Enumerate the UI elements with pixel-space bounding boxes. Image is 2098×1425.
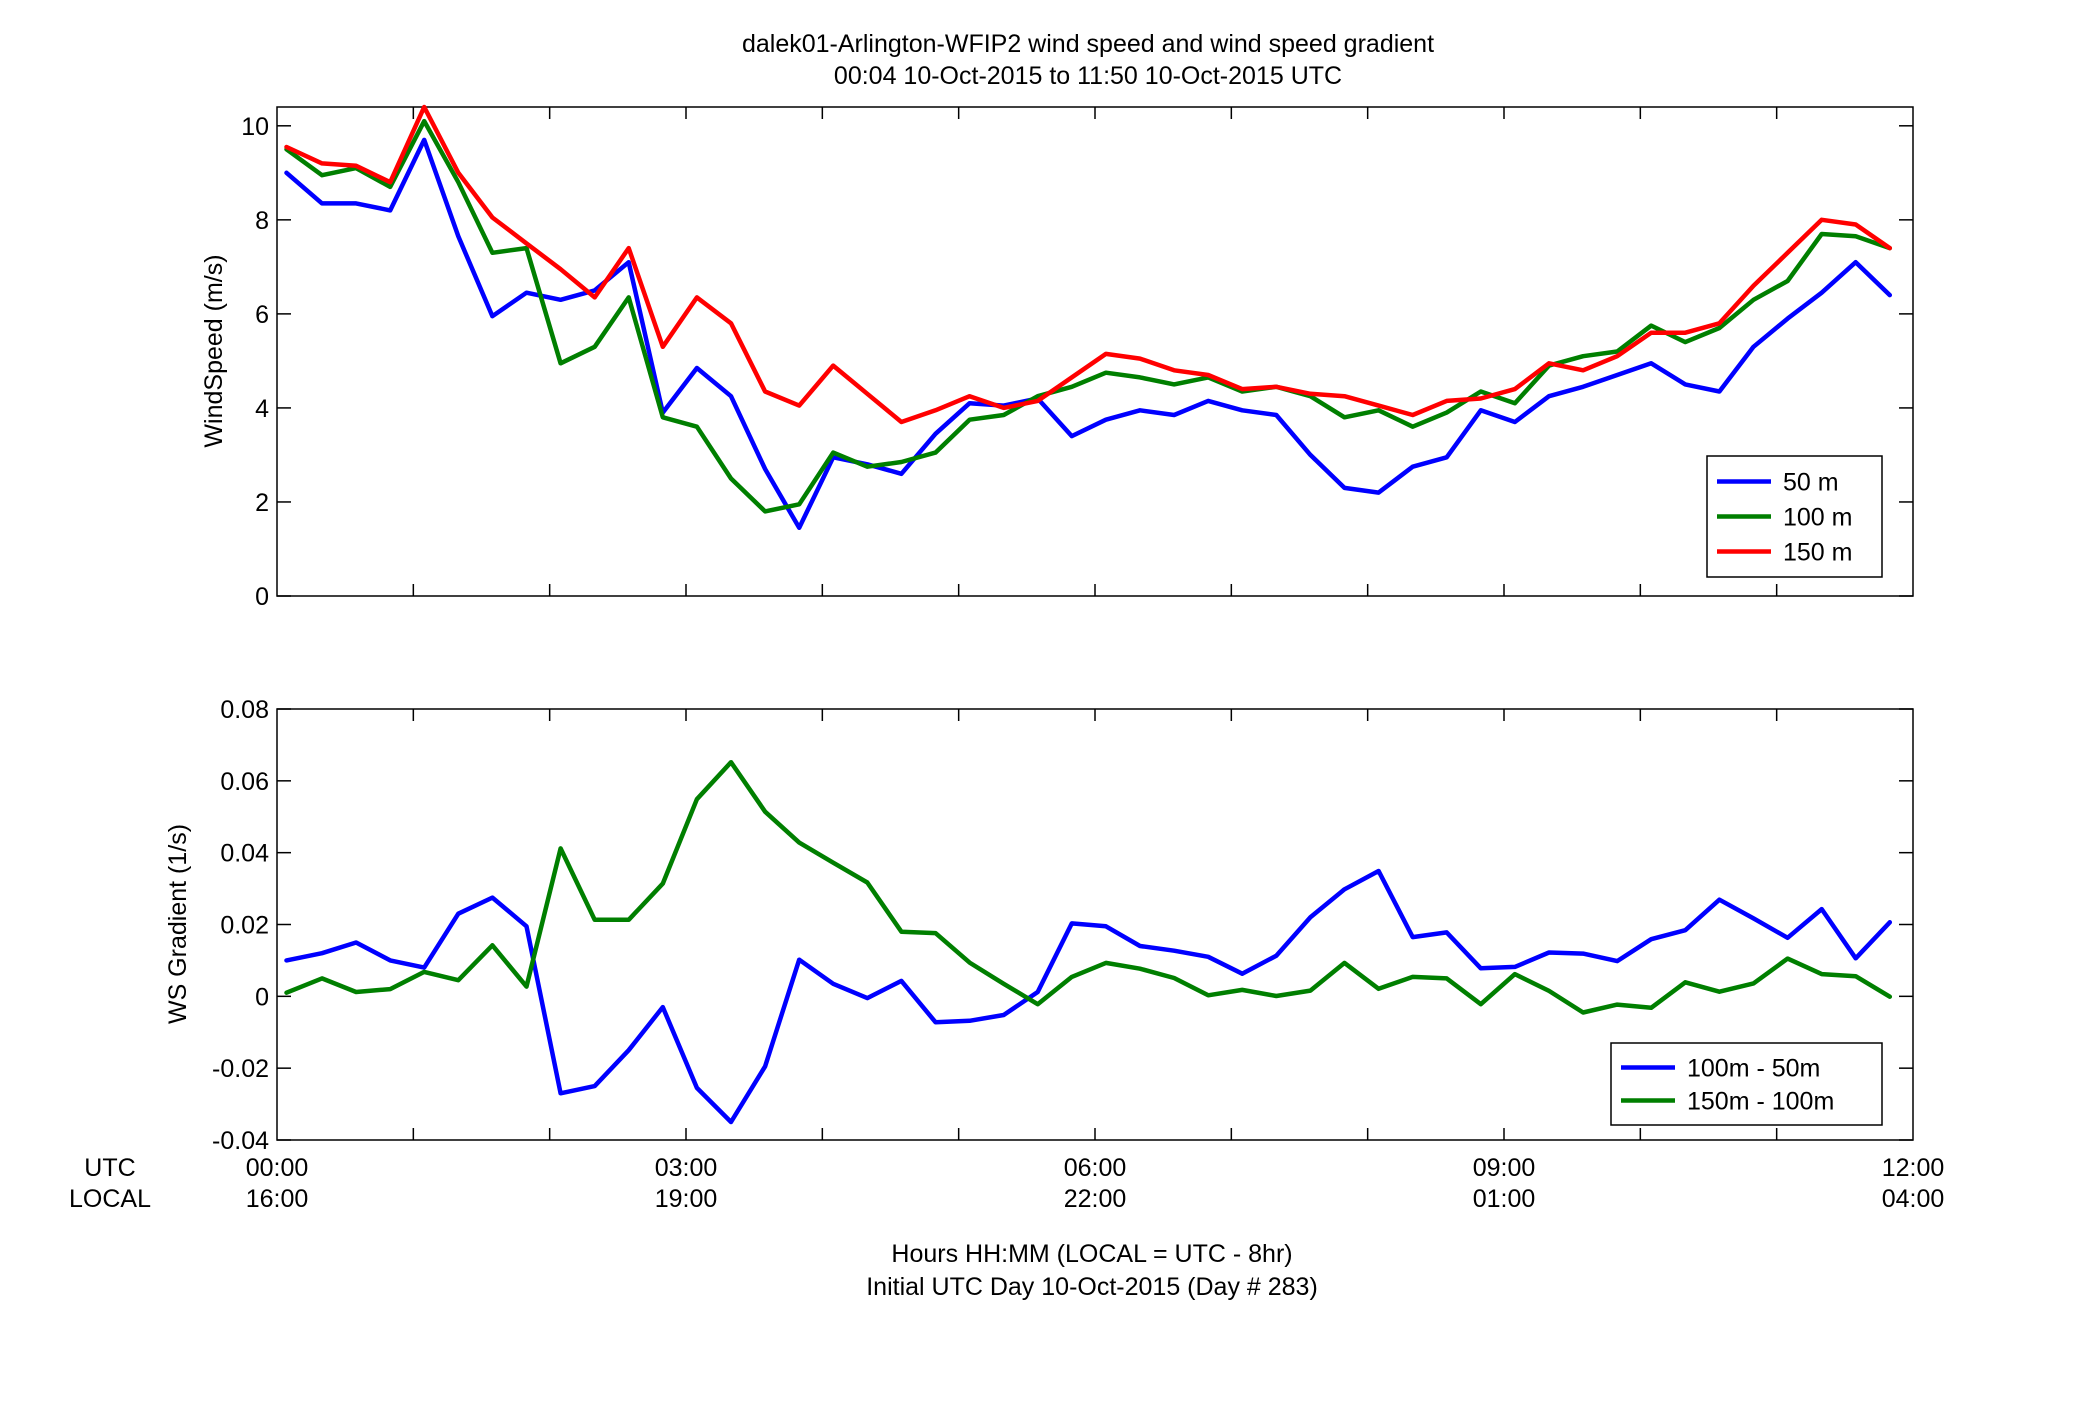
windspeed-y-tick-label: 10 — [241, 113, 269, 141]
windspeed-y-axis-label: WindSpeed (m/s) — [200, 254, 228, 447]
windspeed-y-tick-label: 6 — [255, 301, 269, 329]
gradient-y-axis-label: WS Gradient (1/s) — [164, 824, 192, 1024]
windspeed-legend-label: 150 m — [1783, 539, 1852, 567]
local-row-label: LOCAL — [69, 1185, 151, 1213]
x-tick-label-utc: 09:00 — [1473, 1154, 1536, 1182]
x-tick-label-local: 01:00 — [1473, 1185, 1536, 1213]
gradient-legend-box — [1610, 1042, 1883, 1126]
windspeed-y-tick-label: 2 — [255, 489, 269, 517]
windspeed-panel: 0 2 4 6 8 10 WindSpeed (m/s) 50 m 100 m 150 m — [200, 104, 1914, 611]
gradient-series-line — [284, 759, 1893, 1015]
gradient-legend-label: 150m - 100m — [1687, 1088, 1834, 1116]
x-axis-label: Hours HH:MM (LOCAL = UTC - 8hr) — [891, 1240, 1292, 1268]
gradient-y-tick-label: 0.06 — [220, 768, 269, 796]
windspeed-y-tick-label: 8 — [255, 207, 269, 235]
x-tick-label-utc: 00:00 — [246, 1154, 309, 1182]
x-tick-label-local: 16:00 — [246, 1185, 309, 1213]
windspeed-legend-label: 100 m — [1783, 504, 1852, 532]
gradient-panel: -0.04 -0.02 0 0.02 0.04 0.06 0.08 00:00 16:00 03… — [164, 696, 1944, 1213]
windspeed-y-tick-label: 4 — [255, 395, 269, 423]
x-tick-label-utc: 03:00 — [655, 1154, 718, 1182]
gradient-y-tick-label: 0 — [255, 983, 269, 1011]
windspeed-series-line — [284, 104, 1893, 425]
chart-title: dalek01-Arlington-WFIP2 wind speed and w… — [742, 30, 1434, 58]
gradient-series-line — [284, 868, 1893, 1125]
windspeed-legend-label: 50 m — [1783, 469, 1839, 497]
gradient-y-tick-label: -0.02 — [212, 1055, 269, 1083]
gradient-y-tick-label: -0.04 — [212, 1127, 269, 1155]
x-tick-label-utc: 06:00 — [1064, 1154, 1127, 1182]
windspeed-series-line — [284, 118, 1893, 514]
windspeed-y-tick-label: 0 — [255, 583, 269, 611]
x-axis-sublabel: Initial UTC Day 10-Oct-2015 (Day # 283) — [866, 1273, 1318, 1301]
gradient-y-tick-label: 0.08 — [220, 696, 269, 724]
x-tick-label-utc: 12:00 — [1882, 1154, 1945, 1182]
windspeed-series-line — [284, 137, 1893, 531]
x-tick-label-local: 04:00 — [1882, 1185, 1945, 1213]
windspeed-legend: 50 m 100 m 150 m — [1706, 455, 1883, 578]
windspeed-plot-area — [276, 106, 1914, 597]
gradient-legend-label: 100m - 50m — [1687, 1055, 1820, 1083]
x-tick-label-local: 19:00 — [655, 1185, 718, 1213]
chart-subtitle: 00:04 10-Oct-2015 to 11:50 10-Oct-2015 U… — [834, 62, 1342, 90]
gradient-legend: 100m - 50m 150m - 100m — [1610, 1042, 1883, 1126]
x-tick-label-local: 22:00 — [1064, 1185, 1127, 1213]
gradient-y-tick-label: 0.02 — [220, 912, 269, 940]
gradient-y-tick-label: 0.04 — [220, 840, 269, 868]
utc-row-label: UTC — [84, 1154, 135, 1182]
